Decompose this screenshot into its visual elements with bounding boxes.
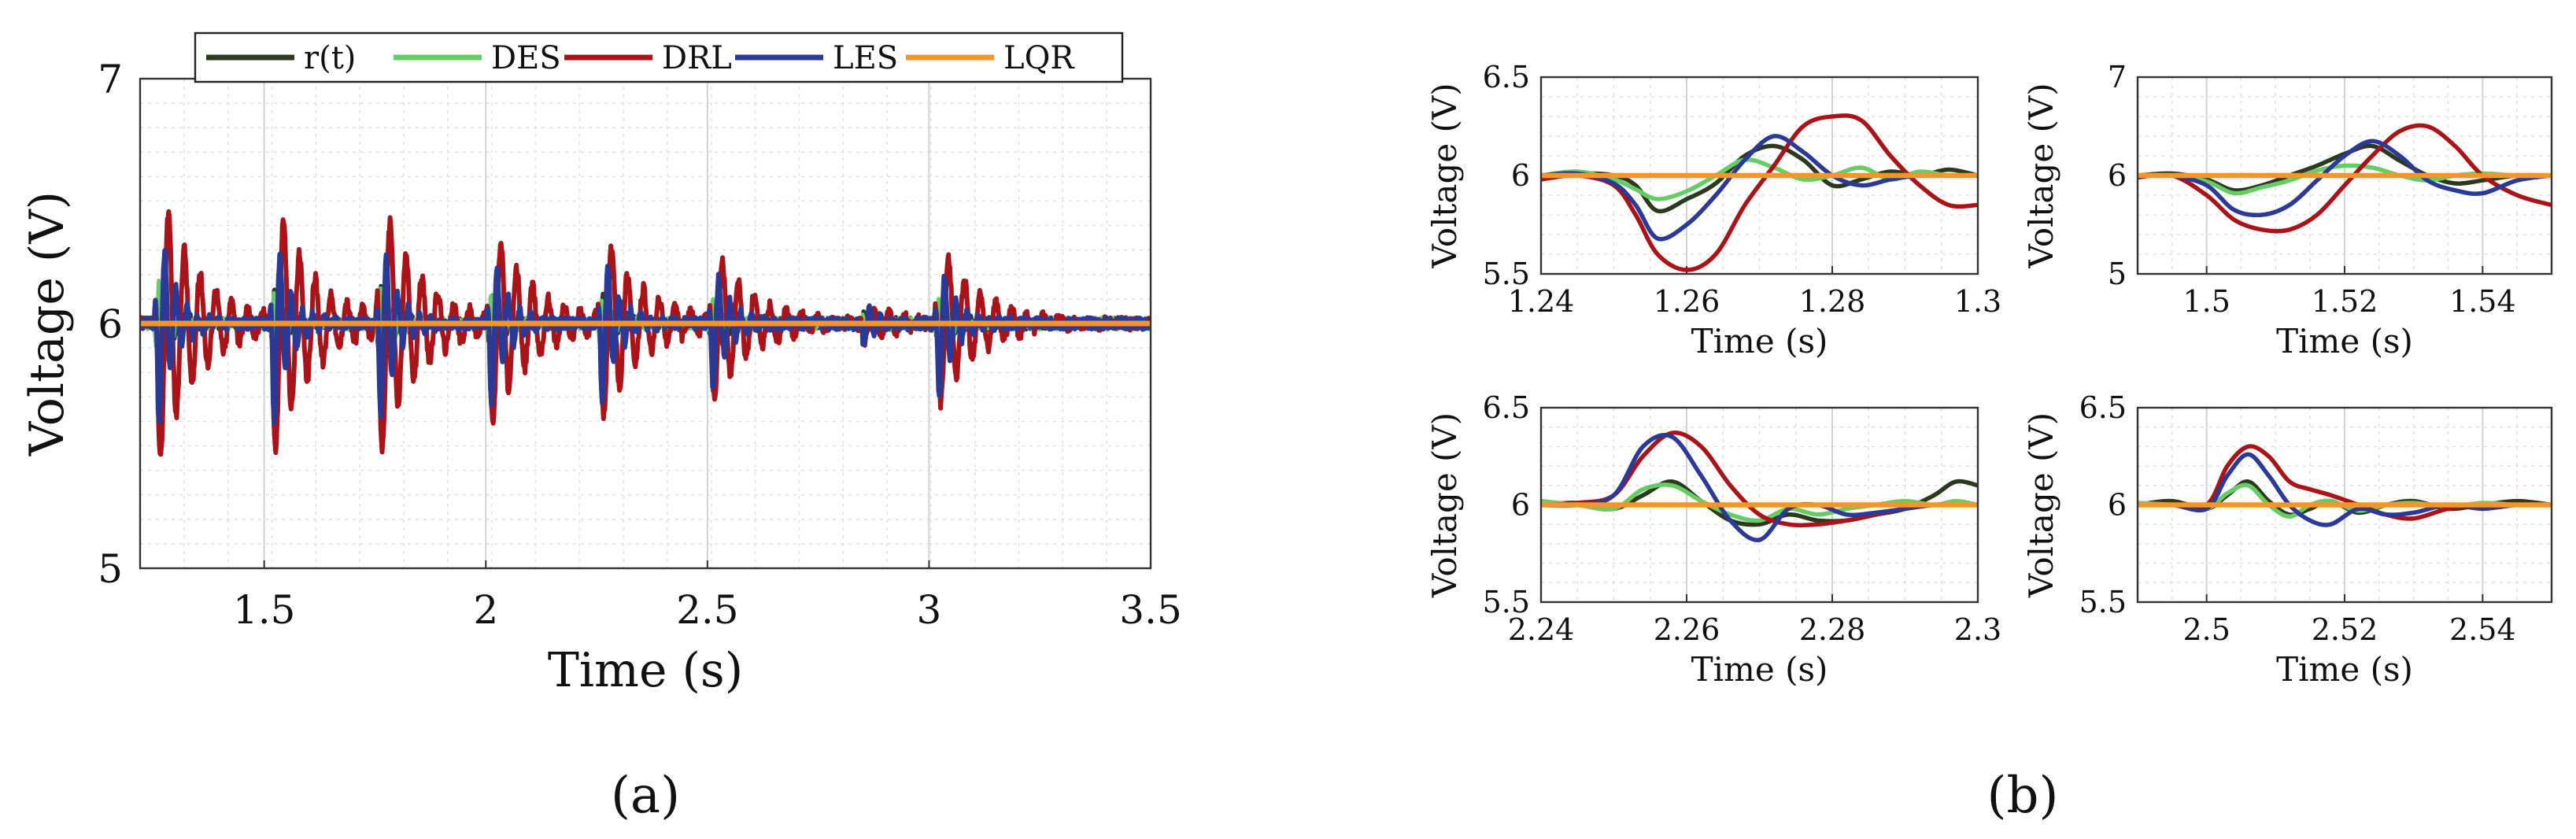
x-tick-label: 1.5 [2182, 284, 2230, 319]
legend-label: DES [491, 40, 561, 76]
y-tick-label: 6 [2108, 488, 2127, 523]
plot-area [1541, 431, 1978, 542]
y-tick-label: 6 [2108, 158, 2127, 193]
legend-item: DRL [564, 40, 732, 76]
x-axis-label: Time (s) [2276, 650, 2413, 689]
legend-label: DRL [662, 40, 732, 76]
x-axis-label: Time (s) [2276, 322, 2413, 360]
series-line-DRL [140, 209, 1151, 457]
plot-area [140, 209, 1151, 457]
x-axis-label: Time (s) [548, 643, 743, 698]
y-tick-label: 5 [2108, 257, 2127, 291]
x-tick-label: 1.5 [233, 587, 296, 633]
x-tick-label: 2 [473, 587, 498, 633]
y-tick-label: 6 [98, 301, 123, 347]
plot-area [2138, 123, 2552, 234]
panel-label-b: (b) [1987, 767, 2059, 825]
x-tick-label: 2.24 [1508, 612, 1575, 647]
plot-area [1541, 113, 1978, 272]
y-axis-label: Voltage (V) [2022, 412, 2060, 598]
x-tick-label: 3 [917, 587, 942, 633]
plot-area [2138, 444, 2552, 527]
chart-panel-4: 2.5 2.52 2.54 5.5 6 6.5 Time (s) Voltage (V) [2022, 390, 2553, 689]
series-line-LES [2138, 139, 2552, 218]
y-tick-label: 6.5 [1483, 390, 1530, 425]
legend: r(t) DES DRL LES LQR [194, 31, 1124, 83]
series-line-DRL [1541, 113, 1978, 272]
x-tick-label: 2.5 [2182, 612, 2230, 647]
legend-item: DES [394, 40, 561, 76]
legend-label: LQR [1003, 40, 1075, 76]
chart-panel-0: 1.5 2 2.5 3 3.5 5 6 7 Time (s) Voltage (V) [20, 57, 1182, 698]
chart-panel-2: 1.5 1.52 1.54 5 6 7 Time (s) Voltage (V) [2022, 60, 2553, 360]
x-tick-label: 1.28 [1799, 284, 1866, 319]
y-axis-label: Voltage (V) [1425, 83, 1464, 268]
y-tick-label: 5.5 [1483, 257, 1530, 291]
x-tick-label: 2.3 [1954, 612, 2001, 647]
legend-item: LES [735, 40, 898, 76]
y-tick-label: 7 [2108, 60, 2127, 94]
y-tick-label: 5.5 [2079, 585, 2127, 619]
y-tick-label: 6.5 [2079, 390, 2127, 425]
axes-frame [2136, 76, 2553, 275]
chart-panel-1: 1.24 1.26 1.28 1.3 5.5 6 6.5 Time (s) Voltage (V… [1425, 60, 2001, 360]
legend-label: LES [833, 40, 898, 76]
x-tick-label: 1.3 [1954, 284, 2001, 319]
x-tick-label: 1.24 [1508, 284, 1575, 319]
x-axis-label: Time (s) [1691, 650, 1828, 689]
series-line-DRL [2138, 123, 2552, 234]
y-tick-label: 5.5 [1483, 585, 1530, 619]
y-axis-label: Voltage (V) [2022, 83, 2060, 268]
y-tick-label: 5 [98, 546, 123, 592]
y-axis-label: Voltage (V) [1425, 412, 1464, 598]
panel-label-a: (a) [611, 767, 680, 825]
legend-label: r(t) [304, 40, 356, 76]
y-tick-label: 7 [98, 57, 123, 102]
axes-frame [1539, 76, 1979, 275]
x-tick-label: 1.52 [2312, 284, 2378, 319]
x-tick-label: 2.54 [2449, 612, 2516, 647]
x-tick-label: 3.5 [1119, 587, 1182, 633]
x-tick-label: 2.52 [2312, 612, 2378, 647]
x-tick-label: 2.26 [1654, 612, 1720, 647]
x-tick-label: 2.28 [1799, 612, 1866, 647]
x-tick-label: 2.5 [676, 587, 739, 633]
x-tick-label: 1.26 [1654, 284, 1720, 319]
legend-item: LQR [906, 40, 1075, 76]
y-tick-label: 6 [1511, 488, 1530, 523]
x-axis-label: Time (s) [1691, 322, 1828, 360]
axes-frame [2136, 406, 2553, 604]
y-axis-label: Voltage (V) [20, 191, 75, 456]
y-tick-label: 6 [1511, 158, 1530, 193]
legend-item: r(t) [206, 40, 356, 76]
axes-frame [1539, 406, 1979, 604]
chart-panel-3: 2.24 2.26 2.28 2.3 5.5 6 6.5 Time (s) Voltage (V… [1425, 390, 2001, 689]
y-tick-label: 6.5 [1483, 60, 1530, 94]
x-tick-label: 1.54 [2449, 284, 2516, 319]
